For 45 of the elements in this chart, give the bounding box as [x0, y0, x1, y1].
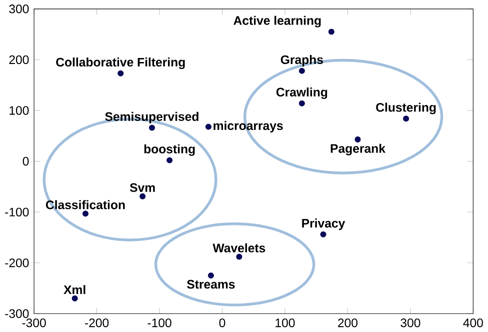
x-tick-label: 100: [276, 318, 295, 328]
point: [166, 157, 173, 164]
point: [298, 68, 305, 74]
point: [205, 124, 212, 130]
point: [236, 254, 242, 260]
y-tick-label: -300: [5, 309, 29, 318]
annotation: Pagerank: [330, 144, 386, 156]
annotation: Collaborative Filtering: [56, 58, 185, 70]
annotation: Semisupervised: [105, 112, 198, 124]
annotation: Clustering: [376, 102, 436, 114]
point: [118, 70, 124, 77]
x-tick-label: 400: [463, 318, 483, 328]
annotation: Svm: [130, 183, 155, 192]
point: [328, 28, 334, 35]
annotation: Wavelets: [212, 243, 266, 253]
annotation: Graphs: [280, 55, 323, 67]
point: [403, 116, 410, 122]
point: [320, 232, 326, 238]
point: [72, 296, 78, 302]
x-tick-label: -100: [148, 318, 172, 328]
annotation: boosting: [144, 144, 195, 156]
annotation: Crawling: [276, 88, 328, 100]
annotation: Active learning: [234, 16, 321, 28]
y-tick-label: -100: [5, 208, 29, 217]
y-tick-label: 100: [10, 106, 29, 115]
point: [82, 210, 88, 217]
x-tick-label: -200: [85, 318, 109, 328]
x-tick-label: 0: [219, 318, 226, 328]
annotation: microarrays: [214, 121, 283, 133]
y-tick-label: 300: [9, 4, 29, 14]
x-tick-label: -300: [22, 318, 46, 328]
point: [354, 136, 361, 143]
point: [298, 100, 305, 107]
annotation: Xml: [64, 285, 86, 294]
point: [208, 272, 214, 279]
y-tick-label: 200: [9, 55, 29, 64]
x-tick-label: 200: [338, 318, 358, 328]
point: [140, 193, 146, 200]
annotation: Streams: [187, 280, 235, 289]
y-tick-label: -200: [5, 258, 29, 268]
annotation: Privacy: [302, 218, 346, 230]
y-tick-label: 0: [22, 157, 29, 166]
annotation: Classification: [46, 200, 125, 210]
x-tick-label: 300: [400, 318, 420, 328]
point: [148, 124, 155, 131]
